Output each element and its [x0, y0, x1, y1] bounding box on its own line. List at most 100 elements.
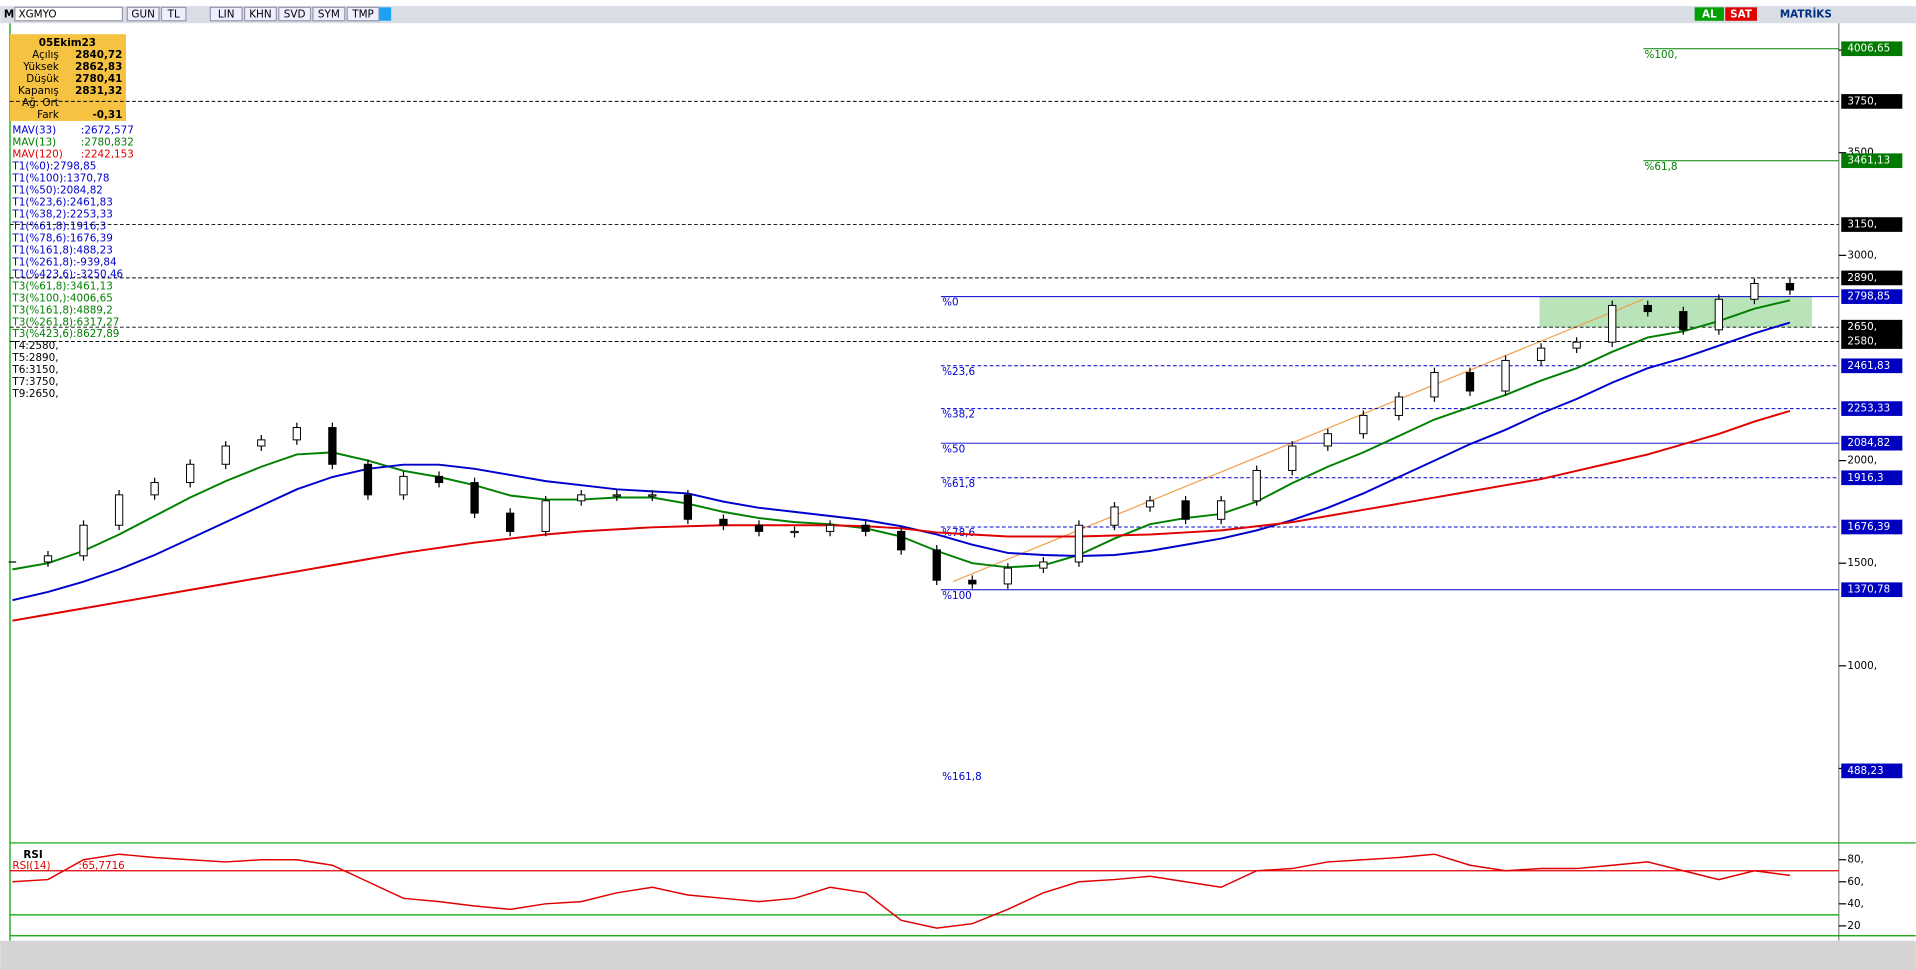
toolbar-button[interactable] — [346, 6, 380, 22]
legend-name: T1(%161,8):488,23 — [11, 244, 112, 256]
toolbar-button-label[interactable]: KHN — [249, 9, 271, 21]
level-box — [1841, 582, 1903, 598]
legend-name: T3(%100,):4006,65 — [11, 292, 112, 304]
level-box — [1841, 435, 1903, 451]
y-tick-label: 1000, — [1847, 660, 1877, 672]
candle — [1323, 433, 1332, 447]
legend-name: T1(%78,6):1676,39 — [11, 232, 112, 244]
legend-name: T3(%61,8):3461,13 — [11, 280, 112, 292]
info-box — [9, 34, 127, 121]
legend-value: :2672,577 — [81, 125, 134, 137]
candle — [719, 518, 728, 526]
candle — [79, 524, 88, 557]
twitter-icon[interactable] — [378, 7, 392, 21]
candle — [186, 463, 195, 484]
candle — [1145, 500, 1155, 508]
level-box — [1841, 270, 1903, 286]
buy-button[interactable] — [1694, 7, 1724, 21]
trend-line — [952, 298, 1644, 583]
toolbar — [0, 6, 1916, 24]
toolbar-button[interactable] — [243, 6, 277, 22]
legend-name: T1(%100):1370,78 — [11, 173, 109, 185]
candle — [114, 494, 124, 526]
level-name: %23,6 — [942, 366, 975, 378]
legend-name: T3(%423,6):8627,89 — [11, 328, 119, 340]
level-label: 3150, — [1847, 219, 1877, 231]
candle — [683, 494, 693, 520]
legend-name: T1(%423,6):-3250,46 — [11, 268, 123, 280]
info-label: Düşük — [26, 73, 59, 85]
level-label: 1676,39 — [1847, 521, 1890, 533]
info-label: Ağ. Ort — [22, 97, 59, 109]
info-date: 05Ekim23 — [39, 37, 96, 49]
toolbar-button-label[interactable]: GUN — [131, 9, 154, 21]
candle — [648, 494, 657, 497]
toolbar-button[interactable] — [312, 6, 346, 22]
info-value: 2831,32 — [75, 85, 122, 97]
candle — [292, 427, 301, 441]
level-label: 4006,65 — [1847, 43, 1890, 55]
level-label: 488,23 — [1847, 765, 1883, 777]
toolbar-button[interactable] — [160, 6, 187, 22]
toolbar-button[interactable] — [278, 6, 312, 22]
level-box — [1841, 334, 1903, 349]
legend-name: T4:2580, — [11, 340, 58, 352]
level-box — [1841, 217, 1903, 232]
menu-m[interactable]: M — [4, 9, 14, 21]
level-box — [1841, 763, 1903, 779]
candle — [1216, 500, 1226, 520]
candle — [968, 579, 977, 585]
candle — [43, 555, 53, 563]
legend-value: :2242,153 — [81, 149, 134, 161]
buy[interactable]: AL — [1702, 9, 1717, 21]
symbol[interactable]: XGMYO — [19, 9, 57, 21]
candle — [825, 524, 835, 532]
legend-name: T1(%0):2798,85 — [11, 161, 96, 173]
toolbar-button[interactable] — [209, 6, 243, 22]
sell[interactable]: SAT — [1730, 9, 1753, 21]
candle — [257, 439, 266, 447]
level-box — [1841, 519, 1903, 535]
info-label: Kapanış — [18, 85, 59, 97]
level-label: 1370,78 — [1847, 584, 1890, 596]
symbol-box[interactable] — [14, 6, 123, 22]
level-name: %161,8 — [942, 771, 982, 783]
candle — [399, 475, 408, 496]
toolbar-button-label[interactable]: TMP — [351, 9, 374, 21]
candle — [1288, 445, 1297, 471]
candle — [1074, 524, 1084, 563]
level-name: %61,8 — [942, 478, 975, 490]
level-label: 2253,33 — [1847, 403, 1890, 415]
candle — [790, 530, 799, 534]
y-tick-label: 1500, — [1847, 557, 1877, 569]
toolbar-button-label[interactable]: SVD — [284, 9, 306, 21]
toolbar-button[interactable] — [126, 6, 160, 22]
candle — [1394, 396, 1404, 416]
candle — [328, 427, 337, 465]
legend-name: T9:2650, — [11, 388, 58, 400]
candle — [897, 530, 906, 551]
candle — [150, 482, 159, 496]
candle — [1679, 311, 1688, 331]
candle — [754, 524, 764, 532]
sell-button[interactable] — [1725, 7, 1757, 21]
rsi-tick-label: 60, — [1847, 876, 1864, 888]
level-label: 3461,13 — [1847, 155, 1890, 167]
legend-name: T6:3150, — [11, 364, 58, 376]
candle — [577, 494, 586, 502]
candle — [1181, 500, 1190, 520]
level-name: %50 — [942, 443, 965, 455]
level-box — [1841, 470, 1903, 486]
status-strip — [0, 940, 1916, 970]
toolbar-button-label[interactable]: LIN — [218, 9, 235, 21]
level-label: 2650, — [1847, 321, 1877, 333]
candle — [1750, 282, 1759, 300]
info-value: 2862,83 — [75, 61, 122, 73]
toolbar-button-label[interactable]: SYM — [318, 9, 340, 21]
brand: MATRİKS — [1780, 7, 1832, 21]
level-box — [1841, 289, 1903, 304]
toolbar-button-label[interactable]: TL — [167, 9, 180, 21]
candle — [1714, 298, 1724, 331]
